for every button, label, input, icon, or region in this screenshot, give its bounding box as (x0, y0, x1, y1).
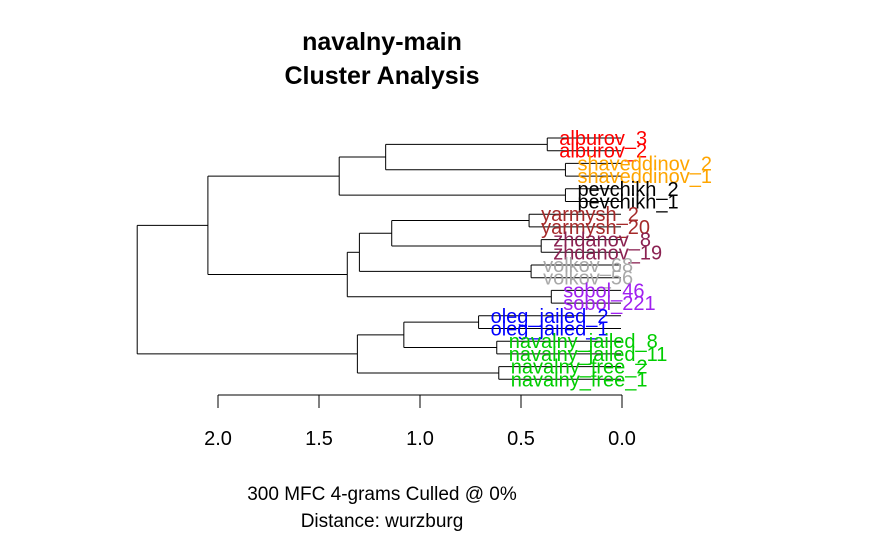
leaf-label: navalny_free_2 (511, 357, 648, 379)
leaf-label: oleg_jailed_1 (491, 319, 609, 341)
leaf-label: pevchikh_2 (577, 179, 678, 201)
leaf-label: navalny_free_1 (511, 369, 648, 391)
caption-line1: 300 MFC 4-grams Culled @ 0% (247, 484, 517, 505)
leaf-label: pevchikh_1 (577, 192, 678, 214)
leaf-label: zhdanov_8 (553, 230, 651, 252)
x-tick-label: 2.0 (204, 428, 232, 450)
caption-line2: Distance: wurzburg (300, 511, 464, 532)
leaf-label: navalny_jailed_8 (509, 331, 658, 353)
leaf-label: yarmysh_2 (541, 204, 639, 226)
x-tick-label: 0.0 (608, 428, 636, 450)
leaf-label: shaveddinov_1 (577, 166, 712, 188)
x-tick-label: 1.5 (305, 428, 333, 450)
leaf-labels: alburov_3alburov_2shaveddinov_2shaveddin… (491, 128, 712, 391)
x-tick-label: 0.5 (507, 428, 535, 450)
leaf-label: yarmysh_20 (541, 217, 650, 239)
leaf-label: alburov_3 (559, 128, 647, 150)
leaf-label: sobol_46 (563, 280, 644, 302)
leaf-label: volkov_56 (543, 268, 633, 290)
leaf-label: shaveddinov_2 (577, 153, 712, 175)
leaf-label: oleg_jailed_2 (491, 306, 609, 328)
x-tick-label: 1.0 (406, 428, 434, 450)
leaf-label: sobol_221 (563, 293, 655, 315)
leaf-label: volkov_68 (543, 255, 633, 277)
dendrogram-branches (136, 137, 621, 380)
chart-title-line1: navalny-main (302, 28, 462, 56)
leaf-label: alburov_2 (559, 141, 647, 163)
leaf-label: zhdanov_19 (553, 242, 662, 264)
chart-title-line2: Cluster Analysis (284, 62, 480, 90)
leaf-label: navalny_jailed_11 (509, 344, 668, 366)
x-axis: 2.0 1.5 1.0 0.5 0.0 (204, 394, 636, 450)
